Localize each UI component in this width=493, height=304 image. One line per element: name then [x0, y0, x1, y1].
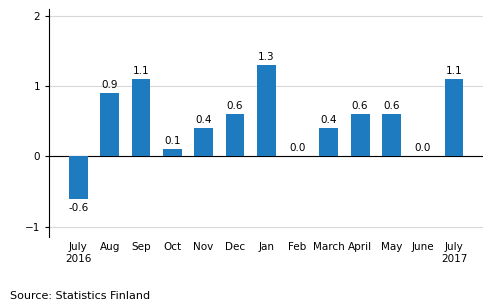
Bar — [100, 93, 119, 157]
Text: 0.9: 0.9 — [102, 80, 118, 90]
Bar — [163, 150, 182, 157]
Text: Source: Statistics Finland: Source: Statistics Finland — [10, 291, 150, 301]
Text: 1.1: 1.1 — [446, 66, 462, 76]
Bar — [351, 114, 370, 157]
Text: -0.6: -0.6 — [69, 203, 89, 213]
Text: 0.6: 0.6 — [352, 101, 368, 111]
Text: 0.4: 0.4 — [320, 115, 337, 125]
Bar — [257, 65, 276, 157]
Text: 0.6: 0.6 — [383, 101, 400, 111]
Bar — [445, 79, 463, 157]
Text: 1.3: 1.3 — [258, 52, 275, 62]
Bar — [382, 114, 401, 157]
Text: 1.1: 1.1 — [133, 66, 149, 76]
Text: 0.0: 0.0 — [415, 143, 431, 153]
Bar — [225, 114, 245, 157]
Text: 0.6: 0.6 — [227, 101, 243, 111]
Text: 0.4: 0.4 — [195, 115, 212, 125]
Bar — [69, 157, 88, 199]
Bar — [132, 79, 150, 157]
Text: 0.1: 0.1 — [164, 136, 180, 146]
Bar — [194, 128, 213, 157]
Bar — [319, 128, 338, 157]
Text: 0.0: 0.0 — [289, 143, 306, 153]
